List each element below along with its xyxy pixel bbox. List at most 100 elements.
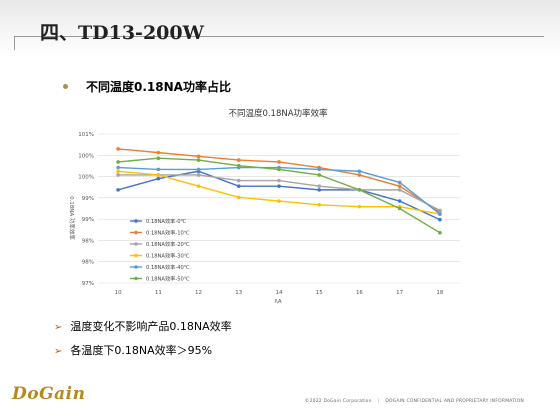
data-point [438,208,442,213]
data-point [116,188,120,192]
data-point [196,158,201,162]
section-heading: 不同温度0.18NA功率占比 [86,80,231,94]
data-point [357,188,362,192]
legend-label: 0.18NA效率-30℃ [146,252,190,260]
arrow-bullet-icon: ➢ [54,322,63,333]
data-point [397,199,402,203]
data-point [156,167,161,172]
dogain-logo: DoGain [12,384,86,404]
efficiency-line-chart: 不同温度0.18NA功率效率 97% 98% 98% 99% 99% 100% 100% 10… [68,108,460,305]
x-tick-labels: 10 11 12 13 14 15 16 17 18 [115,290,444,296]
legend-label: 0.18NA效率-10℃ [146,229,190,237]
data-point [357,204,362,209]
x-tick-label: 12 [195,290,202,296]
chart-container: 不同温度0.18NA功率效率 97% 98% 98% 99% 99% 100% 100% 10… [56,98,476,308]
legend-marker [134,219,138,223]
series-line [117,170,441,221]
y-tick-label: 97% [82,281,94,287]
legend-label: 0.18NA效率-50℃ [146,275,190,283]
data-point [116,160,120,164]
y-tick-label: 101% [78,132,94,138]
data-point [116,169,120,174]
data-point [317,184,322,188]
data-point [116,173,120,177]
title-rule [14,36,544,37]
x-axis-label: I\A [274,299,281,305]
data-point [156,150,161,155]
data-point [357,173,362,177]
x-tick-label: 16 [356,290,363,296]
data-point [317,173,322,177]
data-point [236,178,241,183]
footer-copyright: ©2022 DoGain Corporation [304,399,372,404]
data-point [236,184,241,188]
legend-label: 0.18NA效率-40℃ [146,263,190,271]
y-axis-label: 0.18NA 功率效率 [68,196,76,240]
data-point [116,147,120,151]
footer-confidential: DOGAIN CONFIDENTIAL AND PROPRIETARY INFO… [385,399,524,404]
x-tick-label: 15 [316,290,323,296]
legend-marker [134,253,138,258]
data-point [277,178,281,183]
data-point [196,173,201,177]
data-point [236,158,241,162]
bullet-text-2: 各温度下0.18NA效率＞95% [70,344,213,357]
data-point [156,173,161,177]
legend-marker [134,265,138,269]
data-point [277,184,281,188]
data-point [116,165,120,170]
footer-text: ©2022 DoGain Corporation | DOGAIN CONFIDEN… [304,399,524,404]
legend-label: 0.18NA效率-20℃ [146,240,190,248]
x-tick-label: 18 [436,290,443,296]
arrow-bullet-icon: ➢ [54,346,63,357]
data-point [277,199,281,203]
data-point [236,195,241,200]
bullet-item-2: ➢ 各温度下0.18NA效率＞95% [54,342,212,358]
x-tick-label: 11 [155,290,162,296]
data-point [156,176,161,181]
chart-title: 不同温度0.18NA功率效率 [228,108,328,119]
legend-marker [134,230,138,235]
data-point [236,163,241,168]
legend-marker [134,276,138,281]
data-point [196,184,201,188]
y-tick-label: 100% [78,175,94,181]
data-point [397,206,402,211]
y-tick-labels: 97% 98% 98% 99% 99% 100% 100% 101% [78,132,94,287]
bullet-text-1: 温度变化不影响产品0.18NA效率 [70,320,232,333]
y-tick-label: 98% [82,260,94,266]
legend-label: 0.18NA效率-0℃ [146,217,187,225]
data-point [156,156,161,161]
y-tick-label: 98% [82,238,94,244]
data-point [397,188,402,192]
title-bar [0,0,560,58]
y-tick-label: 99% [82,217,94,223]
data-point [317,188,322,192]
chart-legend: 0.18NA效率-0℃ 0.18NA效率-10℃ 0.18NA效率-20℃ 0.18N… [130,217,190,283]
data-point [196,154,201,159]
x-tick-label: 13 [235,290,242,296]
data-point [277,160,281,164]
slide-title: 四、TD13-200W [40,22,204,44]
data-point [277,167,281,172]
bullet-item-1: ➢ 温度变化不影响产品0.18NA效率 [54,318,232,334]
data-point [438,230,442,235]
data-point [397,184,402,188]
legend-marker [134,242,138,246]
x-tick-label: 14 [276,290,283,296]
chart-grid [98,133,460,284]
series-line [118,170,441,215]
data-point [357,169,362,174]
y-tick-label: 99% [82,196,94,202]
data-point [438,212,442,216]
data-point [397,180,402,185]
y-tick-label: 100% [78,153,94,159]
series-lines [116,147,442,235]
data-point [317,167,322,172]
title-tick [14,36,15,50]
x-tick-label: 10 [115,290,122,296]
data-point [317,202,322,207]
data-point [438,217,442,222]
data-point [196,167,201,172]
x-tick-label: 17 [396,290,403,296]
